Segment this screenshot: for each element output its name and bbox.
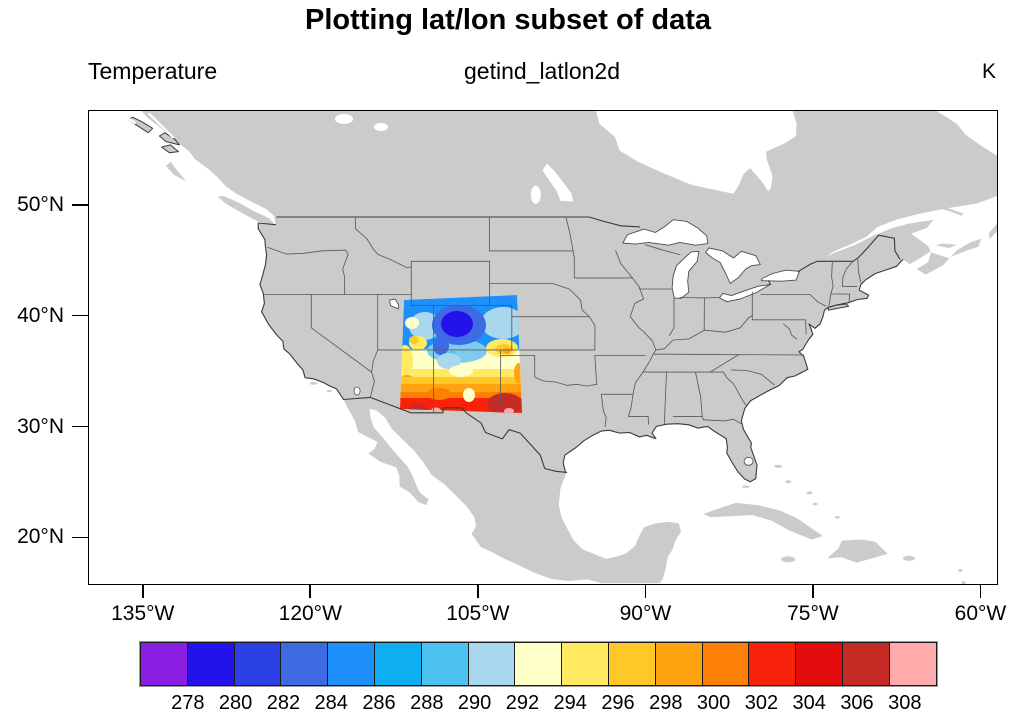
lon-tick-mark [812, 584, 814, 598]
lon-tick-mark [644, 584, 647, 598]
lon-tick-label: 105°W [446, 602, 510, 625]
colorbar-box [514, 642, 563, 686]
colorbar-tick-label: 282 [266, 692, 301, 714]
colorbar-box [654, 642, 703, 686]
lon-tick-mark [141, 584, 144, 598]
lon-tick-label: 75°W [787, 602, 839, 625]
colorbar-tick-label: 278 [171, 692, 205, 714]
colorbar-tick-label: 306 [840, 692, 874, 714]
colorbar-tick-label: 294 [553, 692, 587, 714]
colorbar-box [888, 642, 937, 686]
colorbar-box [841, 642, 890, 686]
lon-tick-mark [309, 584, 312, 598]
colorbar [139, 641, 938, 687]
units-label: K [981, 60, 996, 83]
lon-tick-label: 60°W [954, 602, 1007, 625]
lat-tick-mark [72, 536, 88, 539]
colorbar-tick-label: 290 [457, 692, 492, 714]
colorbar-tick-label: 308 [888, 692, 922, 714]
colorbar-box [748, 642, 797, 686]
north-america-map [89, 111, 997, 584]
colorbar-tick-label: 304 [792, 692, 826, 714]
lon-tick-mark [979, 584, 982, 598]
lat-tick-mark [72, 204, 88, 206]
colorbar-box [186, 642, 235, 686]
colorbar-box [233, 642, 282, 686]
lat-tick-label: 20°N [17, 525, 64, 549]
colorbar-tick-label: 300 [696, 692, 731, 714]
colorbar-box [607, 642, 656, 686]
lat-tick-mark [72, 425, 88, 428]
colorbar-tick-label: 302 [744, 692, 779, 714]
page-title: Plotting lat/lon subset of data [305, 4, 711, 36]
colorbar-box [467, 642, 516, 686]
lon-tick-mark [477, 584, 479, 598]
colorbar-tick-label: 288 [410, 692, 444, 714]
lat-tick-label: 30°N [17, 414, 64, 438]
lat-tick-mark [72, 314, 88, 317]
colorbar-tick-label: 286 [362, 692, 396, 714]
colorbar-box [327, 642, 375, 686]
colorbar-tick-label: 298 [649, 692, 683, 714]
lat-tick-label: 40°N [17, 303, 64, 327]
colorbar-tick-label: 280 [218, 692, 253, 714]
lon-tick-label: 120°W [278, 602, 342, 625]
colorbar-tick-label: 284 [314, 692, 348, 714]
colorbar-box [701, 642, 750, 686]
colorbar-box [373, 642, 422, 686]
temperature-subset-patch [400, 295, 522, 413]
colorbar-box [280, 642, 329, 686]
lon-tick-label: 90°W [619, 602, 672, 625]
colorbar-tick-label: 292 [505, 692, 540, 714]
left-subtitle-variable: Temperature [88, 58, 218, 84]
colorbar-tick-label: 296 [601, 692, 635, 714]
lon-tick-label: 135°W [111, 602, 175, 625]
center-subtitle-function: getind_latlon2d [463, 58, 621, 84]
colorbar-box [420, 642, 469, 686]
colorbar-box [140, 642, 188, 686]
map-plot-area [88, 110, 998, 585]
colorbar-box [561, 642, 609, 686]
colorbar-box [795, 642, 843, 686]
lat-tick-label: 50°N [17, 192, 64, 216]
